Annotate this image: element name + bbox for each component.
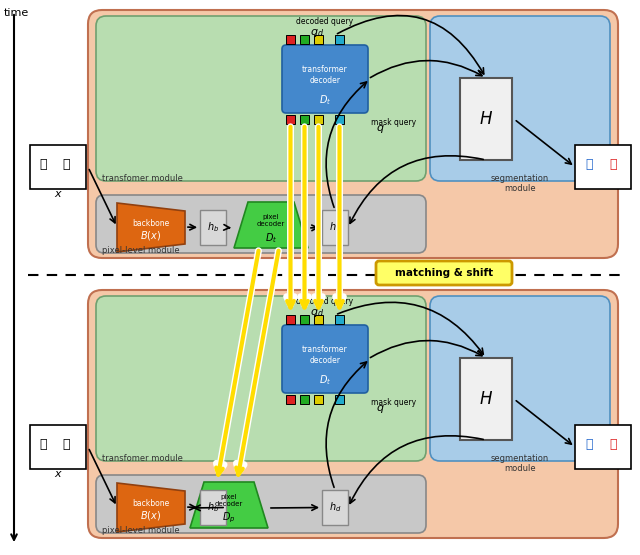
Bar: [300, 35, 309, 44]
Text: $x$: $x$: [54, 469, 63, 479]
FancyBboxPatch shape: [430, 296, 610, 461]
Text: $q_d$: $q_d$: [310, 27, 324, 39]
Bar: [300, 315, 309, 324]
Bar: [30, 145, 86, 189]
Bar: [314, 315, 323, 324]
Bar: [300, 115, 309, 124]
FancyBboxPatch shape: [282, 45, 368, 113]
Bar: [286, 395, 295, 404]
Text: $h_d$: $h_d$: [329, 501, 341, 514]
Text: segmentation
module: segmentation module: [491, 174, 549, 193]
Text: $B(x)$: $B(x)$: [140, 508, 161, 522]
Text: pixel-level module: pixel-level module: [102, 246, 180, 255]
Bar: [30, 425, 86, 469]
Text: $B(x)$: $B(x)$: [140, 229, 161, 241]
Text: decoded query: decoded query: [296, 297, 353, 306]
FancyBboxPatch shape: [88, 10, 618, 258]
Bar: [460, 358, 512, 440]
Bar: [314, 35, 323, 44]
Text: $q_d$: $q_d$: [310, 307, 324, 319]
Polygon shape: [190, 482, 268, 528]
Text: $D_t$: $D_t$: [265, 231, 277, 245]
Bar: [286, 115, 295, 124]
Bar: [322, 210, 348, 245]
Text: 🚙: 🚙: [585, 159, 593, 171]
Polygon shape: [117, 203, 185, 252]
Text: $q$: $q$: [376, 403, 385, 415]
FancyArrowPatch shape: [337, 302, 483, 354]
FancyArrowPatch shape: [337, 16, 484, 74]
Text: $h_b$: $h_b$: [207, 220, 219, 234]
Text: 🚙: 🚙: [585, 438, 593, 452]
Bar: [314, 395, 323, 404]
Bar: [335, 395, 344, 404]
Text: $D_t$: $D_t$: [319, 93, 331, 107]
Text: 🚶: 🚶: [609, 159, 617, 171]
Text: backbone: backbone: [132, 219, 170, 228]
Bar: [286, 35, 295, 44]
Text: 🚶: 🚶: [609, 438, 617, 452]
Text: $D_p$: $D_p$: [222, 511, 236, 525]
Text: transformer
decoder: transformer decoder: [302, 65, 348, 85]
Text: $H$: $H$: [479, 390, 493, 408]
Bar: [575, 145, 631, 189]
FancyBboxPatch shape: [96, 296, 426, 461]
Bar: [575, 425, 631, 469]
Text: 🚗: 🚗: [39, 159, 47, 171]
Text: pixel
decoder: pixel decoder: [215, 493, 243, 507]
FancyBboxPatch shape: [96, 195, 426, 253]
Text: $H$: $H$: [479, 110, 493, 128]
Text: decoded query: decoded query: [296, 18, 353, 27]
Text: matching & shift: matching & shift: [395, 268, 493, 278]
Text: segmentation
module: segmentation module: [491, 454, 549, 473]
Text: pixel
decoder: pixel decoder: [257, 214, 285, 226]
Text: pixel-level module: pixel-level module: [102, 526, 180, 535]
FancyBboxPatch shape: [376, 261, 512, 285]
Text: $q$: $q$: [376, 123, 385, 135]
FancyBboxPatch shape: [88, 290, 618, 538]
Bar: [460, 78, 512, 160]
Bar: [200, 210, 226, 245]
Bar: [322, 490, 348, 525]
Text: transfomer module: transfomer module: [102, 174, 183, 183]
FancyBboxPatch shape: [96, 475, 426, 533]
Text: $h_d$: $h_d$: [329, 220, 341, 234]
Bar: [200, 490, 226, 525]
Text: 🚗: 🚗: [39, 438, 47, 452]
Text: $x$: $x$: [54, 189, 63, 199]
FancyBboxPatch shape: [430, 16, 610, 181]
Bar: [335, 115, 344, 124]
FancyBboxPatch shape: [282, 325, 368, 393]
Text: transformer
decoder: transformer decoder: [302, 345, 348, 365]
Polygon shape: [117, 483, 185, 532]
Text: transfomer module: transfomer module: [102, 454, 183, 463]
Text: backbone: backbone: [132, 498, 170, 507]
Text: $h_b$: $h_b$: [207, 501, 219, 514]
Text: mask query: mask query: [371, 118, 416, 127]
Bar: [300, 395, 309, 404]
Bar: [335, 315, 344, 324]
Text: mask query: mask query: [371, 398, 416, 407]
FancyBboxPatch shape: [96, 16, 426, 181]
Bar: [314, 115, 323, 124]
Text: 🚶: 🚶: [62, 159, 70, 171]
Bar: [335, 35, 344, 44]
Polygon shape: [234, 202, 308, 248]
Text: time: time: [4, 8, 29, 18]
Bar: [286, 315, 295, 324]
Text: $D_t$: $D_t$: [319, 373, 331, 387]
Text: 🚶: 🚶: [62, 438, 70, 452]
